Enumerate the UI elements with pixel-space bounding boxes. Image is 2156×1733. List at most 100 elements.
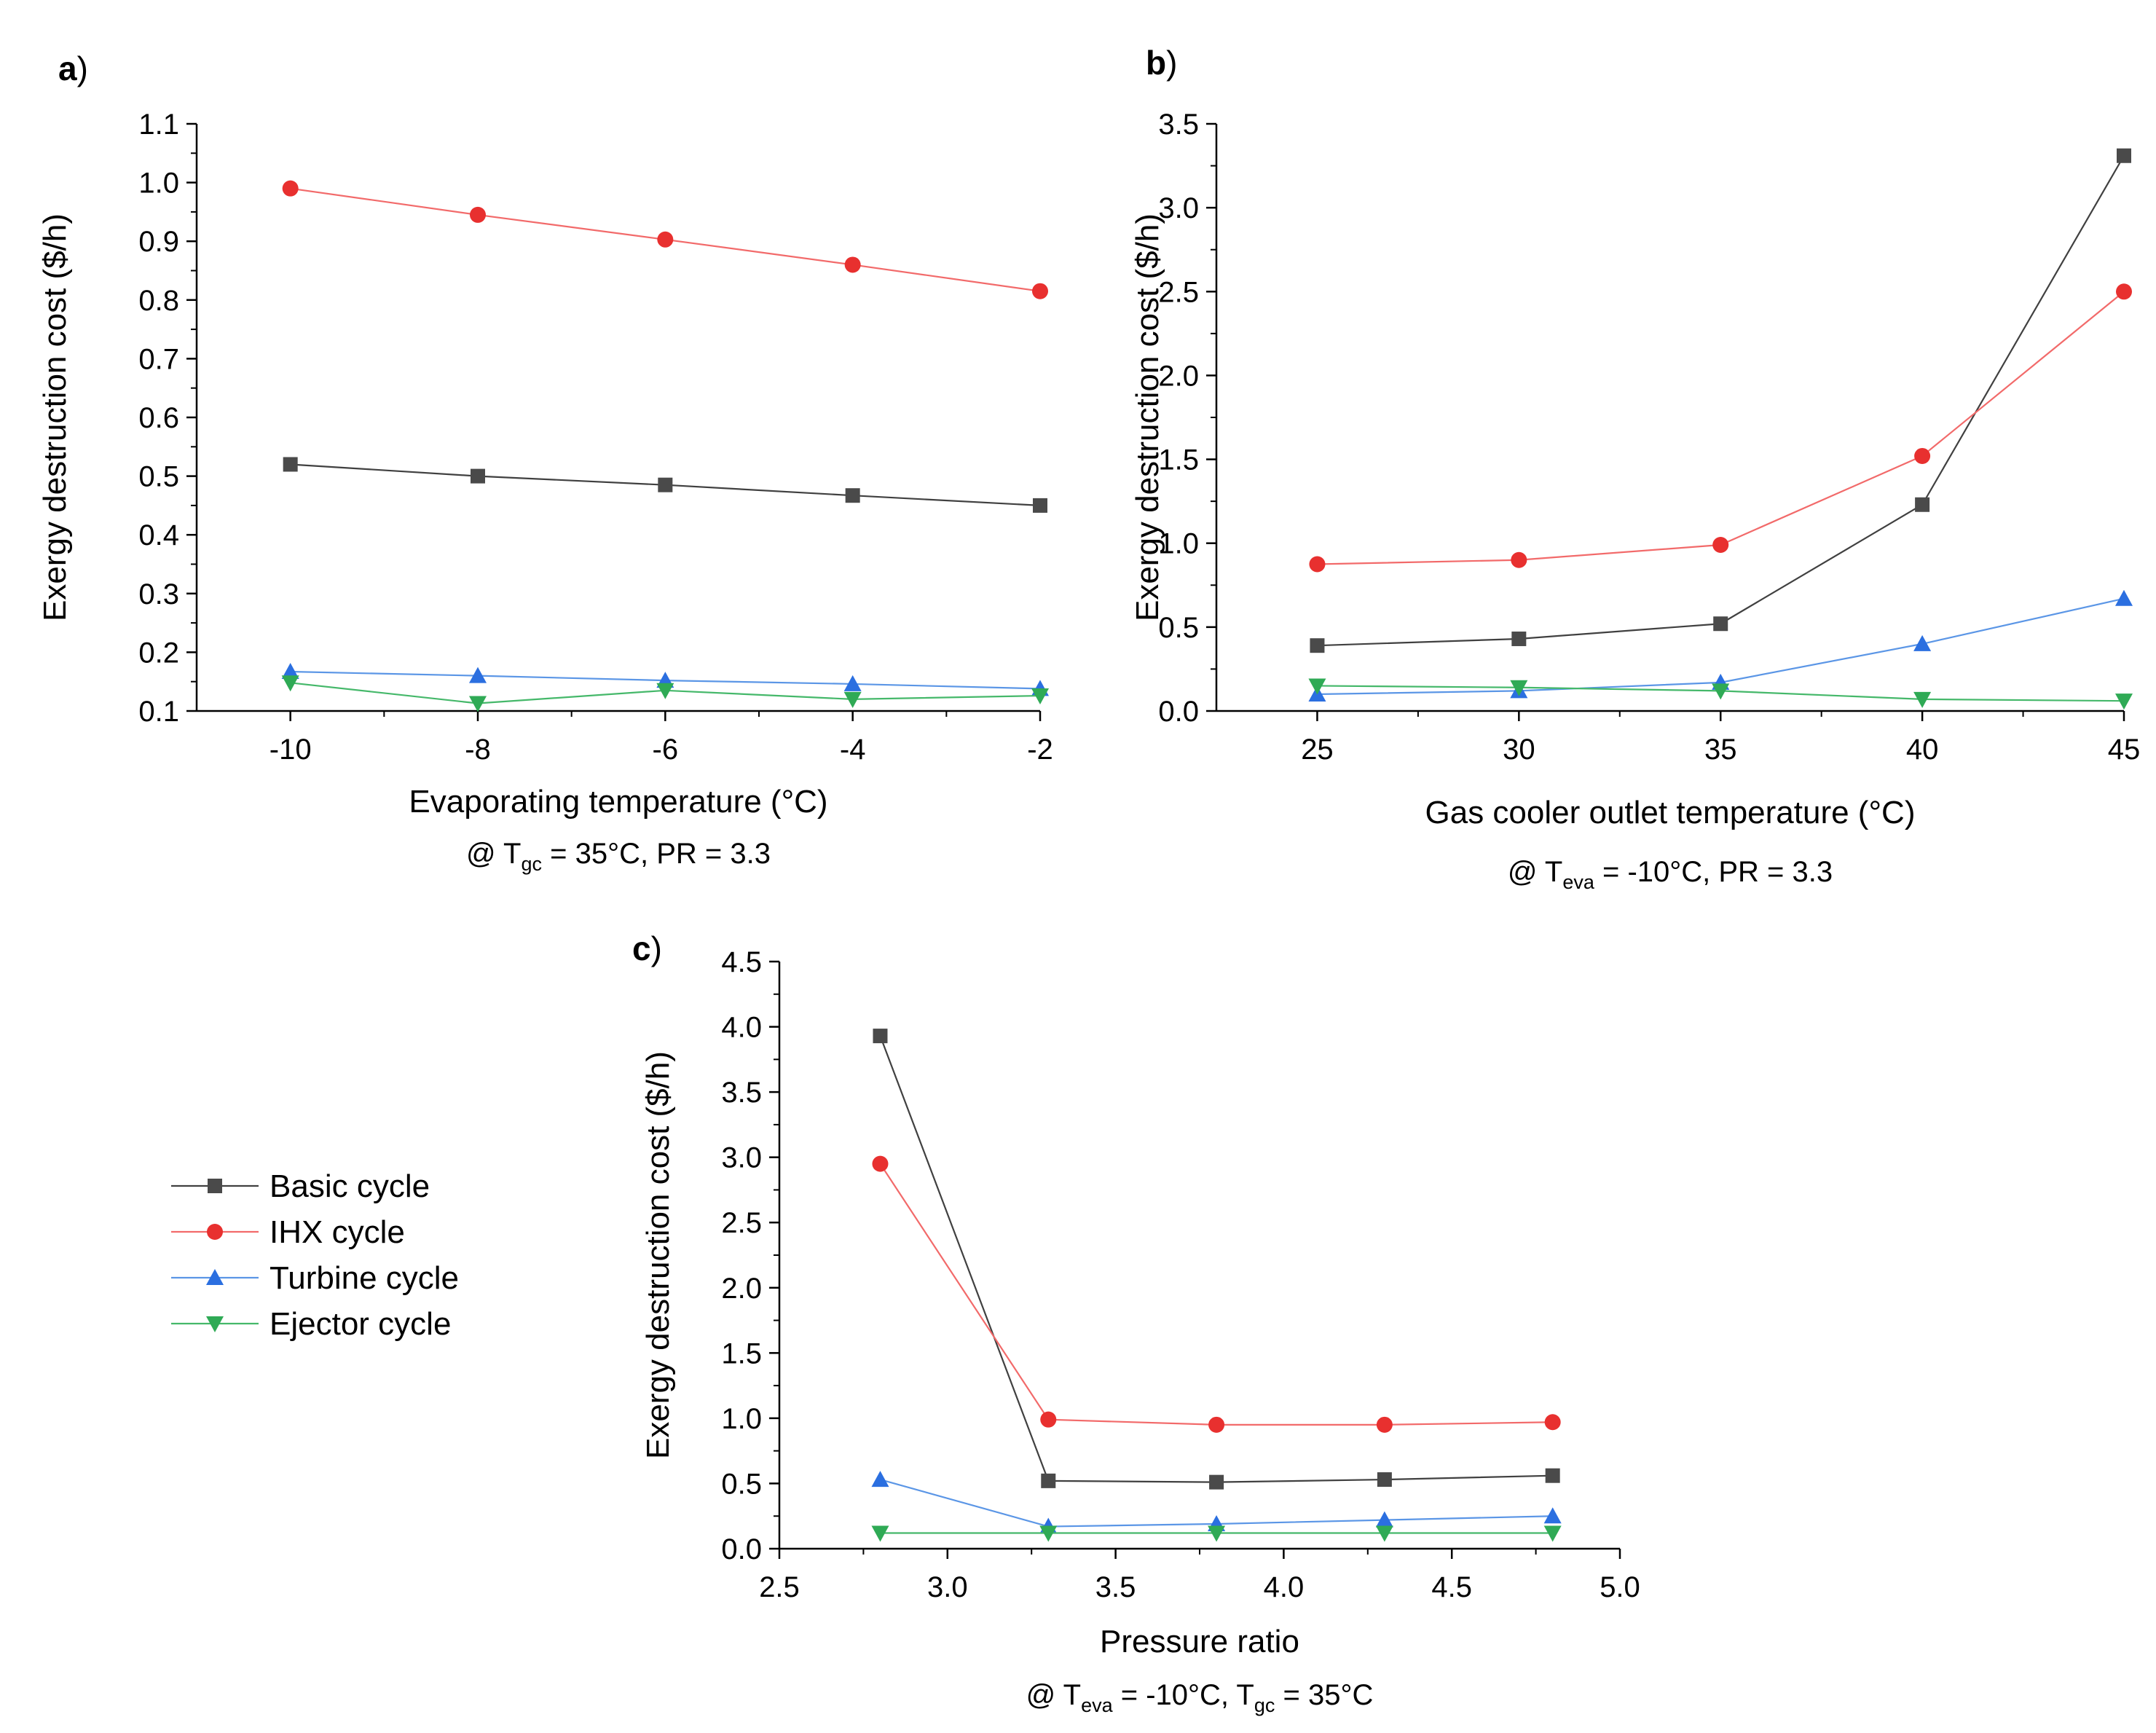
data-point: [1041, 1473, 1056, 1488]
data-point: [1543, 1525, 1562, 1542]
condition-subtitle: @ Teva = -10°C, PR = 3.3: [1508, 856, 1833, 893]
y-tick-label: 0.5: [138, 461, 179, 493]
panel-label: a): [58, 50, 88, 87]
data-point: [283, 457, 298, 472]
data-point: [1376, 1416, 1393, 1433]
data-point: [1913, 691, 1932, 708]
x-tick-label: 35: [1704, 734, 1737, 766]
y-tick-label: 1.0: [721, 1403, 762, 1435]
data-point: [871, 1525, 889, 1542]
x-tick-label: 30: [1503, 734, 1535, 766]
data-point: [1375, 1511, 1393, 1528]
data-point: [1033, 498, 1047, 513]
x-tick-label: 4.5: [1431, 1571, 1472, 1603]
data-point: [470, 206, 486, 223]
x-tick-label: 40: [1906, 734, 1939, 766]
y-tick-label: 1.5: [721, 1337, 762, 1369]
x-tick-label: -6: [653, 734, 679, 766]
y-tick-label: 0.1: [138, 696, 179, 728]
series-basic-cycle: [1310, 148, 2131, 653]
panel-paren: ): [1166, 44, 1177, 82]
data-point: [872, 1155, 889, 1172]
series-ihx-cycle: [282, 180, 1048, 299]
x-tick-label: -4: [840, 734, 866, 766]
condition-subtitle: @ Tgc = 35°C, PR = 3.3: [466, 838, 771, 875]
data-point: [469, 667, 487, 683]
y-tick-label: 4.5: [721, 946, 762, 978]
x-tick-label: 4.0: [1264, 1571, 1305, 1603]
data-point: [1032, 283, 1048, 299]
condition-subtitle: @ Teva = -10°C, Tgc = 35°C: [1026, 1679, 1374, 1716]
chart-panel-c: c) 0.0 0.5 1.0 1.5 2.0 2.5 3.0 3.5 4.0 4.5 2.5 3.0 3.…: [632, 930, 1640, 1716]
data-point: [1039, 1525, 1058, 1542]
legend-label: Basic cycle: [270, 1168, 430, 1204]
legend-entry: Basic cycle: [171, 1168, 430, 1204]
series-ejector-cycle: [281, 675, 1049, 712]
data-point: [2117, 148, 2131, 163]
data-point: [1310, 638, 1325, 653]
y-tick-label: 3.5: [721, 1077, 762, 1109]
data-point: [1543, 1507, 1562, 1524]
series-basic-cycle: [873, 1029, 1560, 1490]
x-axis-label: Pressure ratio: [1100, 1624, 1299, 1659]
chart-panel-a: a) 0.1 0.2 0.3 0.4 0.5 0.6 0.7 0.8 0.9 1.0 1.1 -10 -8…: [37, 50, 1053, 875]
data-point: [873, 1029, 888, 1044]
y-tick-label: 0.9: [138, 226, 179, 258]
y-axis-label: Exergy destruction cost ($/h): [640, 1051, 676, 1459]
data-point: [469, 696, 487, 712]
y-tick-label: 0.7: [138, 343, 179, 375]
y-tick-label: 0.5: [1158, 612, 1199, 644]
y-tick-label: 0.2: [138, 637, 179, 669]
y-tick-label: 1.0: [138, 168, 179, 200]
x-tick-label: -8: [465, 734, 491, 766]
data-point: [1511, 551, 1527, 568]
y-tick-label: 0.6: [138, 402, 179, 434]
legend-entry: Turbine cycle: [171, 1260, 459, 1296]
data-point: [843, 691, 862, 708]
y-tick-label: 0.8: [138, 285, 179, 317]
series-ejector-cycle: [871, 1525, 1562, 1542]
x-axis-label: Gas cooler outlet temperature (°C): [1425, 795, 1916, 830]
x-tick-label: -2: [1027, 734, 1053, 766]
data-point: [2115, 589, 2133, 606]
data-point: [871, 1471, 889, 1488]
panel-letter: a: [58, 50, 77, 87]
y-tick-label: 1.0: [1158, 528, 1199, 560]
data-point: [845, 488, 860, 503]
data-point: [1915, 497, 1930, 512]
data-point: [1511, 631, 1527, 646]
panel-label: c): [632, 930, 662, 967]
data-point: [1031, 688, 1049, 705]
data-point: [1208, 1416, 1225, 1433]
x-axis-label: Evaporating temperature (°C): [409, 784, 827, 820]
y-tick-label: 2.0: [721, 1273, 762, 1305]
legend-marker: [206, 1316, 224, 1332]
data-point: [1377, 1472, 1392, 1488]
legend-entry: Ejector cycle: [171, 1306, 451, 1342]
series-ihx-cycle: [872, 1155, 1561, 1433]
data-point: [656, 683, 674, 699]
y-tick-label: 0.0: [1158, 696, 1199, 728]
data-point: [1309, 556, 1326, 573]
panel-letter: c: [632, 930, 651, 967]
legend-marker: [208, 1179, 222, 1193]
y-tick-label: 0.4: [138, 519, 179, 551]
data-point: [1375, 1525, 1393, 1542]
panel-letter: b: [1146, 44, 1166, 82]
data-point: [471, 468, 485, 484]
data-point: [281, 662, 299, 679]
y-tick-label: 3.5: [1158, 109, 1199, 141]
y-tick-label: 3.0: [721, 1142, 762, 1174]
x-tick-label: 5.0: [1600, 1571, 1640, 1603]
data-point: [282, 180, 299, 197]
y-tick-label: 1.5: [1158, 444, 1199, 476]
x-tick-label: -10: [270, 734, 312, 766]
x-tick-label: 3.0: [927, 1571, 968, 1603]
legend: Basic cycle IHX cycle Turbine cycle Ejector…: [171, 1168, 459, 1342]
legend-label: IHX cycle: [270, 1214, 405, 1250]
series-ihx-cycle: [1309, 283, 2132, 573]
x-tick-label: 3.5: [1095, 1571, 1136, 1603]
y-tick-label: 2.0: [1158, 360, 1199, 392]
y-tick-label: 4.0: [721, 1012, 762, 1044]
